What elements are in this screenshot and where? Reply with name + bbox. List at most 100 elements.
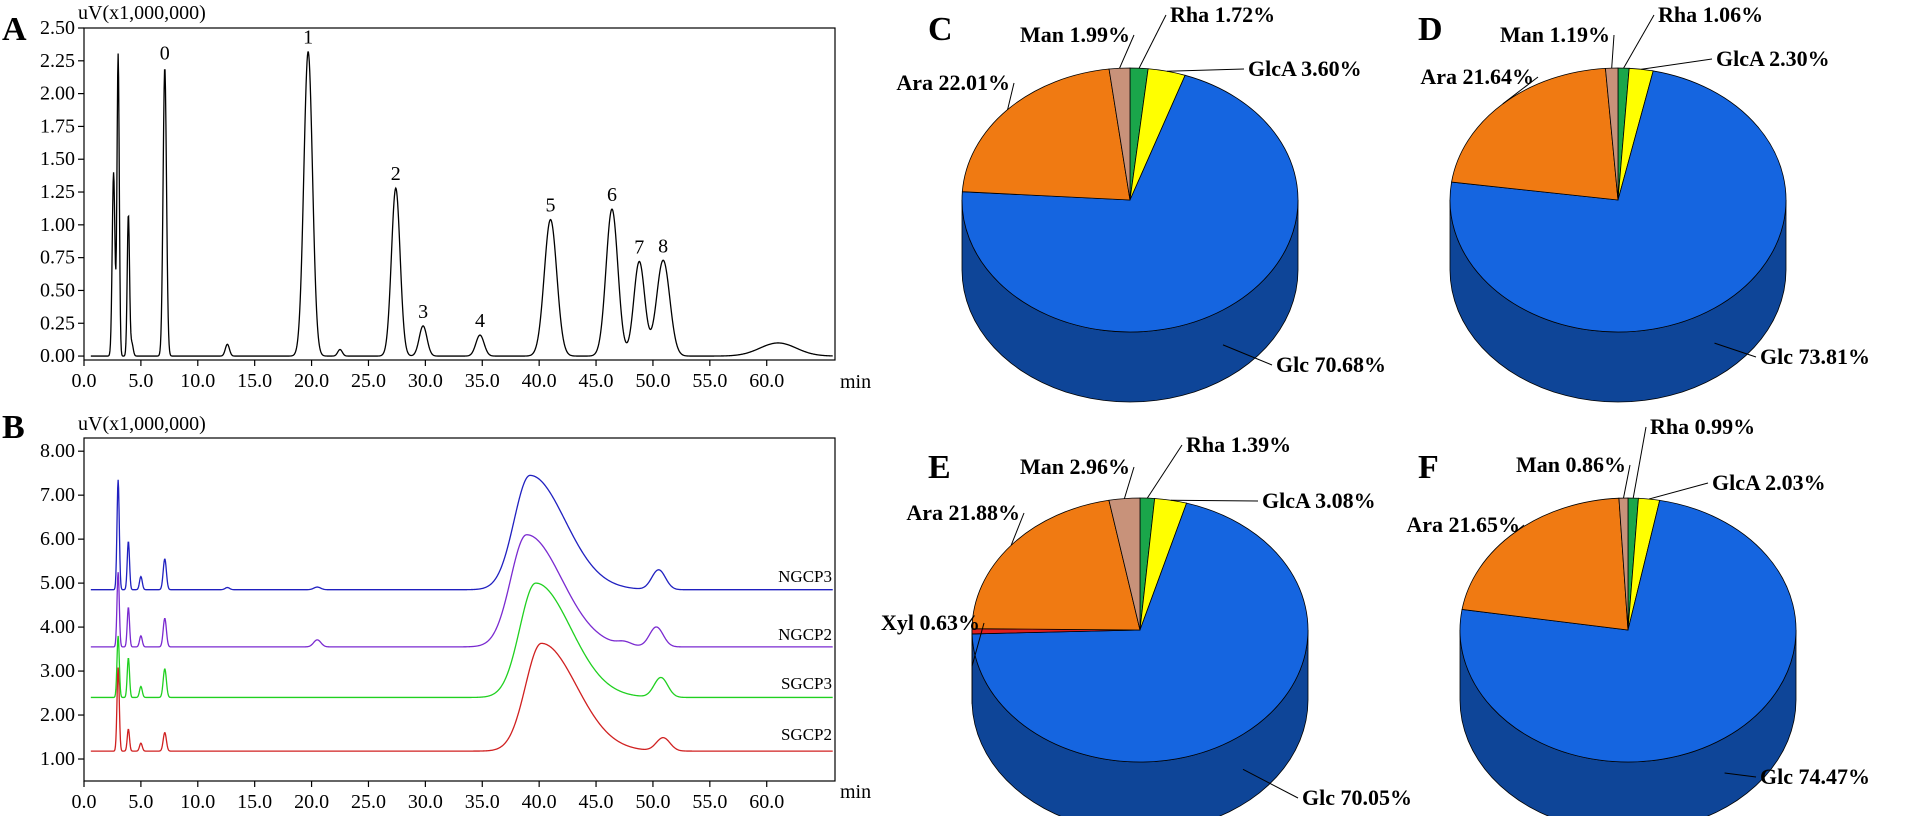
slice-label-man: Man 2.96% [1020,454,1130,479]
leader-line [1641,58,1713,70]
y-tick-label: 0.75 [40,247,75,269]
pie-slice-ara [1451,67,1619,201]
y-tick-label: 2.25 [40,50,75,72]
x-tick-label: 55.0 [692,370,727,392]
x-tick-label: 20.0 [294,370,329,392]
leader-line [1515,524,1525,533]
panel-d-letter: D [1418,11,1443,48]
x-tick-label: 45.0 [579,370,614,392]
pie-labels: Rha 0.99% GlcA 2.03% Glc 74.47% Ara 21.65% M… [1406,414,1870,789]
x-tick-label: 35.0 [465,370,500,392]
y-tick-label: 1.00 [40,748,75,770]
panel-a-trace-line [90,51,833,357]
leader-line [1632,426,1647,499]
leader-line [1146,444,1183,499]
slice-label-man: Man 1.99% [1020,22,1130,47]
slice-label-rha: Rha 1.72% [1170,2,1275,27]
panel-a-chromatogram: A uV(x1,000,000) 0.000.250.500.751.001.2… [2,2,871,393]
slice-label-man: Man 0.86% [1516,452,1626,477]
x-tick-label: 50.0 [635,370,670,392]
x-tick-label: 25.0 [351,370,386,392]
y-tick-label: 2.50 [40,17,75,39]
leader-line [1166,68,1245,72]
slice-label-rha: Rha 1.06% [1658,2,1763,27]
x-tick-label: 60.0 [749,791,784,813]
peak-label: 7 [634,237,644,259]
pie-top [1459,497,1797,763]
panel-b-traces [90,474,833,752]
x-tick-label: 10.0 [180,370,215,392]
pie-f: F Rha 0.99% GlcA 2.03% Glc 74.47% Ara 21.65… [1406,414,1870,816]
leader-line [1007,82,1015,110]
pie-slice-glc [1449,70,1787,333]
leader-line [1222,344,1273,366]
slice-label-glca: GlcA 2.03% [1712,470,1826,495]
slice-label-ara: Ara 21.88% [906,500,1020,525]
x-tick-label: 50.0 [635,791,670,813]
y-tick-label: 1.75 [40,115,75,137]
pie-labels: Rha 1.39% GlcA 3.08% Glc 70.05% Xyl 0.63% Ar… [881,432,1412,810]
x-tick-label: 30.0 [408,791,443,813]
pie-slice-ara [971,499,1141,631]
slice-label-rha: Rha 0.99% [1650,414,1755,439]
x-tick-label: 15.0 [237,370,272,392]
panel-e-letter: E [928,449,951,486]
slice-label-glc: Glc 73.81% [1760,344,1870,369]
y-tick-label: 0.50 [40,279,75,301]
x-tick-label: 15.0 [237,791,272,813]
x-tick-label: 10.0 [180,791,215,813]
leader-line [1648,482,1709,500]
leader-line [1611,34,1615,69]
pie-slice-man [1618,497,1629,631]
leader-line [1623,464,1631,499]
panel-b-x-unit: min [840,781,871,803]
panel-a-peak-labels: 0 1 2 3 4 5 6 7 8 [160,27,668,332]
pie-slice-glc [961,74,1299,333]
pie-slice-glc [971,502,1309,763]
panel-b-x-ticks: 0.0 5.0 10.0 15.0 20.0 25.0 30.0 35.0 40.0 45.0 50… [72,781,784,813]
pie-labels: Rha 1.72% GlcA 3.60% Glc 70.68% Ara 22.01% M… [896,2,1386,377]
leader-line [1623,14,1655,69]
x-tick-label: 5.0 [128,791,153,813]
x-tick-label: 45.0 [579,791,614,813]
x-tick-label: 40.0 [522,791,557,813]
x-tick-label: 30.0 [408,370,443,392]
panel-a-unit-label: uV(x1,000,000) [78,2,206,24]
slice-label-glc: Glc 70.68% [1276,352,1386,377]
y-tick-label: 7.00 [40,484,75,506]
leader-line [1170,499,1259,502]
slice-label-ara: Ara 21.64% [1420,64,1534,89]
peak-label: 6 [607,184,617,206]
peak-label: 0 [160,42,170,64]
peak-label: 3 [418,301,428,323]
trace-sgcp2 [90,642,833,752]
panel-b-y-ticks: 1.00 2.00 3.00 4.00 5.00 6.00 7.00 8.00 [40,440,84,770]
x-tick-label: 55.0 [692,791,727,813]
slice-label-man: Man 1.19% [1500,22,1610,47]
slice-label-xyl: Xyl 0.63% [881,610,980,635]
panel-b-plot-frame [83,437,836,782]
panel-f-letter: F [1418,449,1439,486]
slice-label-ara: Ara 21.65% [1406,512,1520,537]
pie-d: D Rha 1.06% GlcA 2.30% Glc 73.81% Ara 21.64… [1418,2,1870,403]
peak-label: 1 [303,27,313,49]
y-tick-label: 2.00 [40,83,75,105]
leader-line [1242,768,1299,799]
slice-label-glc: Glc 74.47% [1760,764,1870,789]
pie-e: E Rha 1.39% GlcA 3.08% Glc 70.05% Xyl 0.63%… [881,432,1412,816]
leader-line [1502,76,1539,105]
panel-b-letter: B [2,409,25,446]
peak-label: 5 [546,195,556,217]
x-tick-label: 35.0 [465,791,500,813]
trace-ngcp2 [90,534,833,648]
panel-a-letter: A [2,11,27,48]
x-tick-label: 25.0 [351,791,386,813]
y-tick-label: 3.00 [40,660,75,682]
slice-label-glca: GlcA 3.60% [1248,56,1362,81]
leader-line [1714,342,1757,358]
pie-labels: Rha 1.06% GlcA 2.30% Glc 73.81% Ara 21.64% M… [1420,2,1870,369]
panel-a-y-ticks: 0.00 0.25 0.50 0.75 1.00 1.25 1.50 1.75 2.00 2.25… [40,17,84,367]
panel-b-series-labels: NGCP3 NGCP2 SGCP3 SGCP2 [778,567,832,744]
peak-label: 4 [475,310,485,332]
pie-top [1449,67,1787,333]
